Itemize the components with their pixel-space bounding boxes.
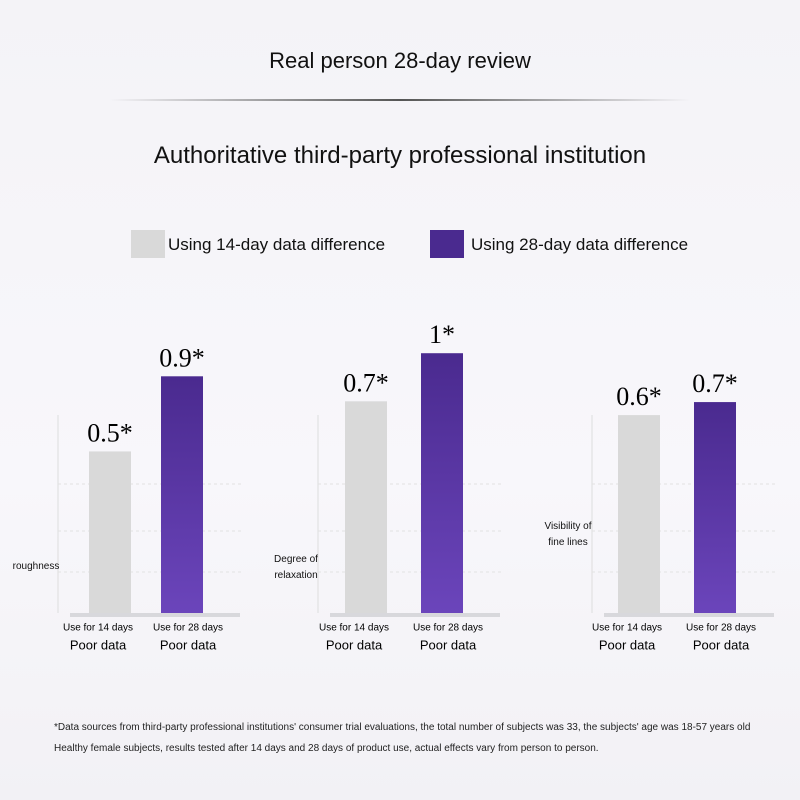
bar <box>421 353 463 613</box>
footnote: *Data sources from third-party professio… <box>54 722 751 733</box>
x-tick-label: Use for 28 days <box>413 623 483 634</box>
x-tick-label: Use for 14 days <box>63 623 133 634</box>
title: Real person 28-day review <box>269 48 531 73</box>
baseline-shadow <box>604 613 774 617</box>
charts: 0.5* Use for 14 days Poor data 0.9* Use for … <box>57 320 777 652</box>
value-label: 0.7* <box>343 368 389 397</box>
legend-label: Using 14-day data difference <box>168 235 386 254</box>
x-tick-label: Use for 14 days <box>319 623 389 634</box>
y-axis-label: Degree of relaxation <box>274 554 318 581</box>
baseline-shadow <box>70 613 240 617</box>
value-label: 0.7* <box>692 369 738 398</box>
x-tick-sublabel: Poor data <box>160 637 217 652</box>
value-label: 0.9* <box>159 343 205 372</box>
legend-label: Using 28-day data difference <box>471 235 689 254</box>
y-axis-label: Visibility of fine lines <box>544 521 592 548</box>
value-label: 0.5* <box>87 418 133 447</box>
bar <box>618 415 660 613</box>
x-tick-sublabel: Poor data <box>693 637 750 652</box>
x-tick-sublabel: Poor data <box>599 637 656 652</box>
value-label: 1* <box>429 320 455 349</box>
footnote: Healthy female subjects, results tested … <box>54 743 599 754</box>
baseline-shadow <box>330 613 500 617</box>
bar <box>345 401 387 613</box>
legend-swatch <box>131 230 165 258</box>
x-tick-sublabel: Poor data <box>420 637 477 652</box>
x-tick-label: Use for 14 days <box>592 623 662 634</box>
value-label: 0.6* <box>616 382 662 411</box>
bar <box>161 376 203 613</box>
legend-swatch <box>430 230 464 258</box>
bar <box>89 451 131 613</box>
x-tick-label: Use for 28 days <box>686 623 756 634</box>
y-axis-label: roughness <box>12 561 60 572</box>
bar <box>694 402 736 613</box>
x-tick-label: Use for 28 days <box>153 623 223 634</box>
x-tick-sublabel: Poor data <box>326 637 383 652</box>
x-tick-sublabel: Poor data <box>70 637 127 652</box>
subtitle: Authoritative third-party professional i… <box>153 142 647 169</box>
divider <box>110 99 690 101</box>
